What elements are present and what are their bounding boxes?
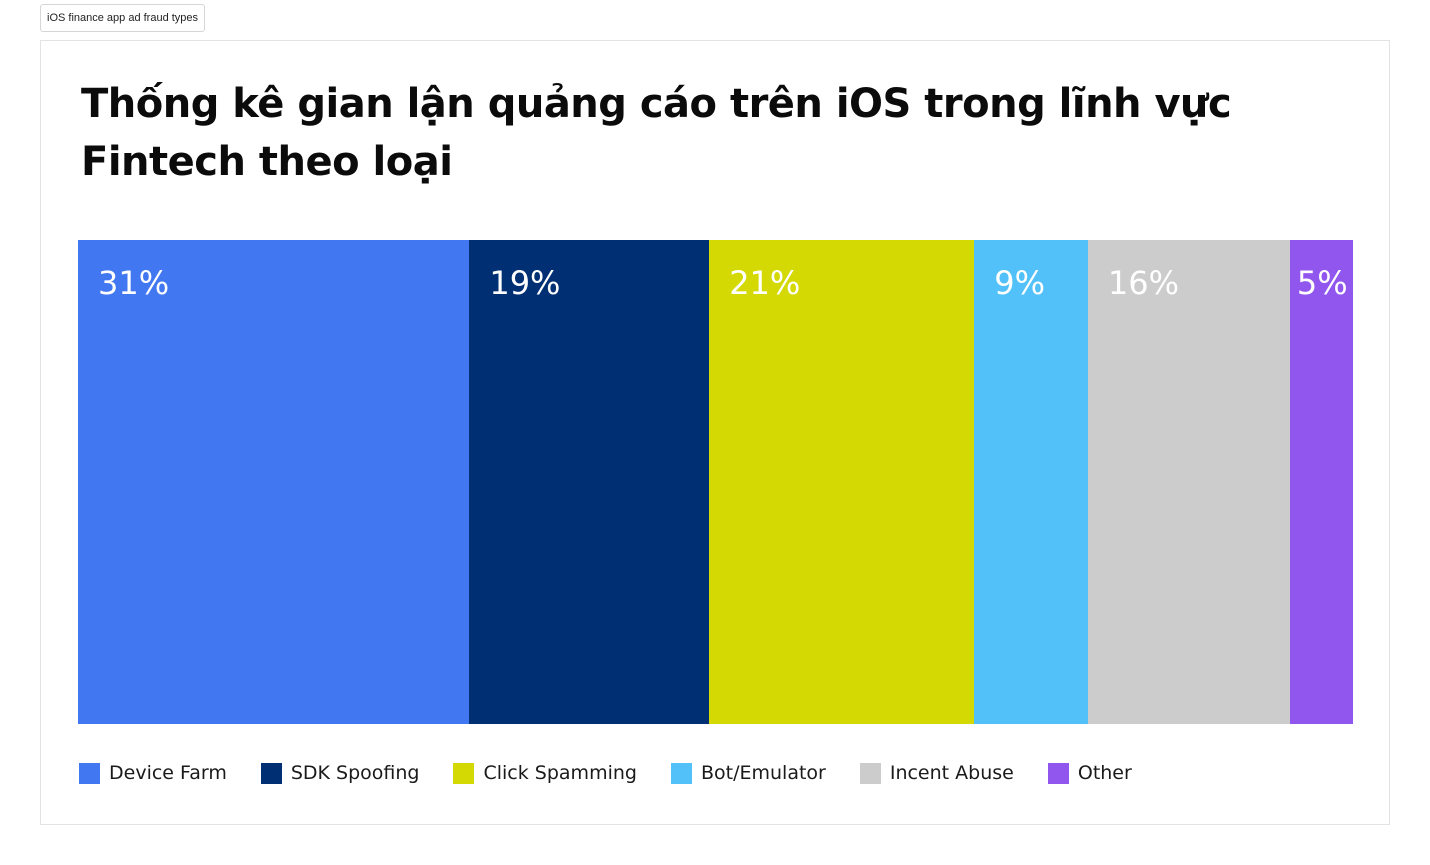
legend-swatch-device-farm [79, 762, 100, 784]
data-label-incent-abuse: 16% [1107, 264, 1180, 302]
bar-segment-sdk-spoofing: 19% [469, 240, 710, 724]
chart-title: Thống kê gian lận quảng cáo trên iOS tro… [81, 81, 1232, 185]
legend-swatch-bot-emulator [670, 762, 692, 784]
legend-swatch-sdk-spoofing [260, 762, 282, 784]
legend-item-sdk-spoofing: SDK Spoofing [260, 762, 420, 784]
bar-segment-bot-emulator: 9% [974, 240, 1089, 724]
legend-item-incent-abuse: Incent Abuse [859, 762, 1014, 784]
legend-swatch-click-spamming [453, 762, 475, 784]
legend-item-device-farm: Device Farm [79, 762, 227, 784]
chart-tab[interactable]: iOS finance app ad fraud types [40, 4, 206, 32]
legend-label-sdk-spoofing: SDK Spoofing [290, 762, 420, 784]
legend-item-bot-emulator: Bot/Emulator [670, 762, 826, 784]
data-label-click-spamming: 21% [729, 264, 801, 302]
data-label-device-farm: 31% [98, 264, 170, 302]
bar-segment-device-farm: 31% [78, 240, 470, 724]
legend-label-click-spamming: Click Spamming [483, 762, 637, 784]
data-label-sdk-spoofing: 19% [489, 264, 561, 302]
legend-swatch-incent-abuse [859, 762, 881, 784]
stacked-bar: 31% 19% 21% 9% 16% 5% [78, 240, 1354, 724]
chart-legend: Device Farm SDK Spoofing Click Spamming Bot… [79, 759, 1166, 787]
legend-swatch-other [1047, 762, 1069, 784]
bar-segment-click-spamming: 21% [709, 240, 975, 724]
legend-item-other: Other [1047, 762, 1132, 784]
legend-label-device-farm: Device Farm [109, 762, 227, 784]
bar-segment-other: 5% [1289, 240, 1354, 724]
bar-segment-incent-abuse: 16% [1087, 240, 1291, 724]
data-label-bot-emulator: 9% [994, 264, 1046, 302]
legend-label-other: Other [1077, 762, 1132, 784]
chart-card: Thống kê gian lận quảng cáo trên iOS tro… [40, 40, 1390, 825]
legend-label-bot-emulator: Bot/Emulator [700, 762, 826, 784]
data-label-other: 5% [1296, 264, 1348, 302]
legend-item-click-spamming: Click Spamming [453, 762, 637, 784]
legend-label-incent-abuse: Incent Abuse [889, 762, 1014, 784]
